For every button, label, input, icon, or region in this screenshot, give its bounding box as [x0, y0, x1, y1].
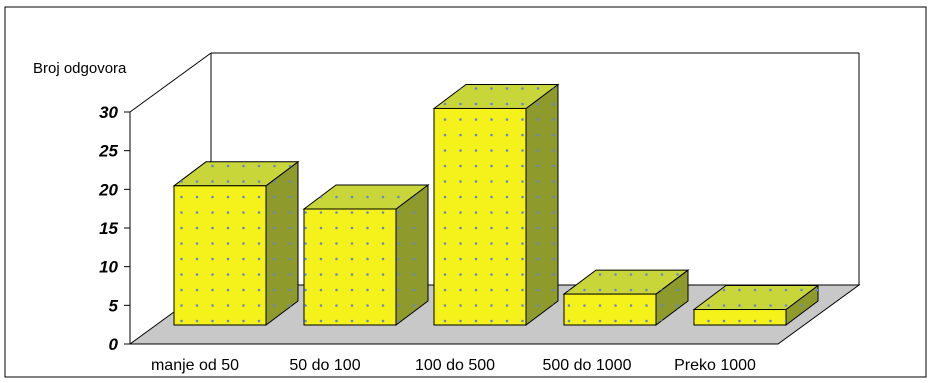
y-tick-label: 30: [99, 103, 118, 122]
y-tick-label: 5: [109, 296, 119, 315]
y-tick-label: 20: [98, 180, 118, 199]
bar-top-dots: [304, 185, 428, 209]
bar: [692, 284, 820, 326]
bar-side-dots: [266, 161, 298, 325]
x-tick-label: 500 do 1000: [543, 357, 632, 374]
bar-top-dots: [694, 285, 818, 310]
bar-side-dots: [656, 270, 688, 325]
bar-front-dots: [304, 209, 396, 325]
bar-front-dots: [564, 294, 656, 325]
bars: [172, 83, 820, 326]
y-tick-label: 15: [99, 219, 118, 238]
bar: [172, 160, 300, 326]
x-tick-label: Preko 1000: [674, 357, 756, 374]
x-axis-labels: manje od 50 50 do 100 100 do 500 500 do 100…: [151, 357, 756, 374]
y-tick-label: 25: [98, 142, 118, 161]
bar-top-dots: [564, 270, 688, 295]
x-tick-label: 100 do 500: [415, 357, 495, 374]
chart-border: [4, 6, 927, 378]
y-tick-label: 0: [109, 335, 119, 354]
x-tick-label: manje od 50: [151, 357, 239, 374]
bar-front-dots: [434, 108, 526, 325]
bar-top-dots: [174, 161, 298, 186]
bar: [562, 269, 690, 326]
bar-side-dots: [786, 285, 818, 325]
bar-front-dots: [694, 309, 786, 325]
bar-front-dots: [174, 185, 266, 325]
bar: [302, 184, 430, 326]
bar: [432, 83, 560, 326]
y-axis-ticks: 0 5 10 15 20 25 30: [98, 103, 130, 354]
bar-side-dots: [396, 185, 428, 325]
bar-top-dots: [434, 84, 558, 109]
y-tick-label: 10: [99, 258, 118, 277]
y-axis-label: Broj odgovora: [33, 60, 127, 77]
side-wall-top-edge: [129, 52, 212, 113]
x-tick-label: 50 do 100: [289, 357, 360, 374]
bar-side-dots: [526, 84, 558, 325]
